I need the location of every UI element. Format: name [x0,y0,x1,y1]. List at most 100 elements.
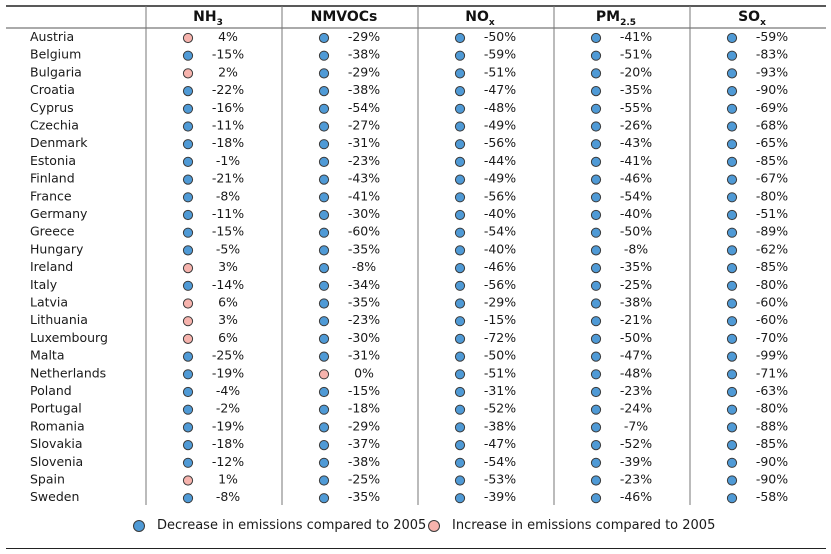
value-label: -62% [756,241,788,256]
country-label: Romania [30,418,85,433]
data-point [726,263,738,274]
data-point [726,333,738,344]
value-label: -47% [484,436,516,451]
value-label: -50% [484,29,516,44]
value-label: -7% [624,418,648,433]
value-label: -58% [756,489,788,504]
value-label: -29% [348,418,380,433]
value-label: -15% [212,47,244,62]
value-label: -67% [756,171,788,186]
value-label: -63% [756,383,788,398]
value-label: -44% [484,153,516,168]
value-label: -89% [756,224,788,239]
data-point [590,475,602,486]
data-point [726,457,738,468]
value-label: -80% [756,277,788,292]
data-point [590,86,602,97]
value-label: -23% [348,312,380,327]
country-label: Slovenia [30,454,83,469]
country-label: Belgium [30,47,81,62]
value-label: -47% [620,348,652,363]
data-point [454,422,466,433]
value-label: -52% [484,401,516,416]
value-label: -19% [212,365,244,380]
data-point [726,369,738,380]
data-point [726,422,738,433]
data-point [318,404,330,415]
data-point [182,103,194,114]
legend-item-decrease: Decrease in emissions compared to 2005 [133,518,426,533]
data-point [590,245,602,256]
data-point [726,121,738,132]
value-label: 6% [218,295,238,310]
value-label: 1% [218,472,238,487]
data-point [726,404,738,415]
country-label: Sweden [30,489,79,504]
data-point [182,457,194,468]
data-point [182,298,194,309]
data-point [726,139,738,150]
value-label: -80% [756,401,788,416]
value-label: -65% [756,135,788,150]
data-point [318,493,330,504]
data-point [454,68,466,79]
data-point [318,457,330,468]
data-point [182,440,194,451]
data-point [726,227,738,238]
data-point [454,280,466,291]
value-label: -23% [348,153,380,168]
value-label: 6% [218,330,238,345]
value-label: -29% [348,29,380,44]
value-label: -40% [484,206,516,221]
data-point [590,280,602,291]
value-label: -19% [212,418,244,433]
column-header: NH3 [193,9,223,28]
data-point [590,333,602,344]
country-label: Malta [30,348,64,363]
value-label: -25% [348,472,380,487]
data-point [590,493,602,504]
data-point [454,440,466,451]
value-label: -21% [212,171,244,186]
value-label: -90% [756,82,788,97]
value-label: -39% [620,454,652,469]
value-label: -69% [756,100,788,115]
data-point [182,86,194,97]
data-point [726,280,738,291]
value-label: -50% [620,224,652,239]
country-label: Ireland [30,259,73,274]
country-label: Germany [30,206,88,221]
data-point [590,103,602,114]
value-label: -54% [484,454,516,469]
value-label: -39% [484,489,516,504]
data-point [318,245,330,256]
data-point [318,263,330,274]
value-label: -15% [348,383,380,398]
country-label: Italy [30,277,58,292]
data-point [182,174,194,185]
value-label: -5% [216,241,240,256]
value-label: -38% [348,47,380,62]
value-label: -41% [620,29,652,44]
data-point [454,50,466,61]
value-label: -11% [212,206,244,221]
value-label: -51% [620,47,652,62]
data-point [726,386,738,398]
value-label: -46% [484,259,516,274]
data-point [454,86,466,97]
value-label: -38% [620,295,652,310]
data-point [182,316,194,327]
data-point [726,209,738,221]
value-label: -59% [756,29,788,44]
value-label: -8% [624,241,648,256]
value-label: -90% [756,454,788,469]
value-label: -8% [216,188,240,203]
value-label: -35% [620,259,652,274]
country-label: France [30,188,72,203]
country-label: Spain [30,472,65,487]
data-point [726,298,738,309]
data-point [318,50,330,61]
value-label: -38% [348,454,380,469]
value-label: -51% [756,206,788,221]
value-label: -49% [484,171,516,186]
